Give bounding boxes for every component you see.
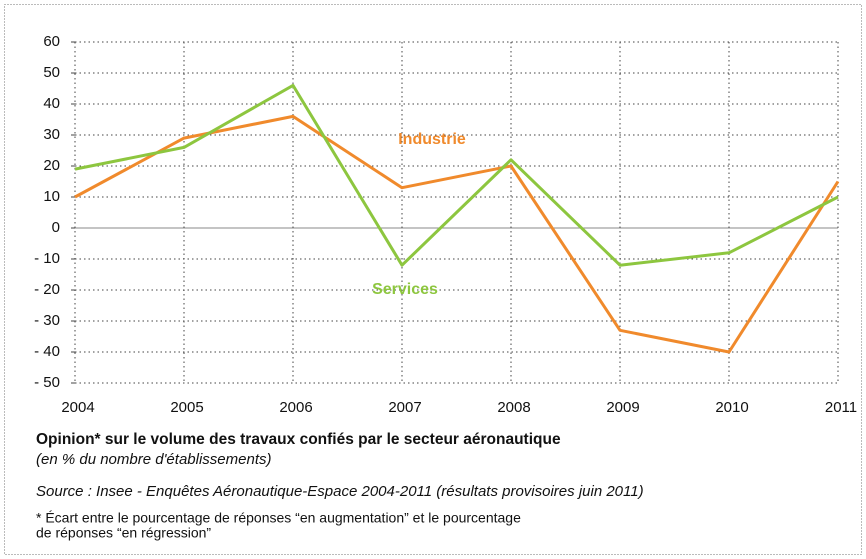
y-tick-label: - 40	[34, 343, 60, 360]
x-tick-label: 2011	[825, 399, 857, 416]
x-tick-label: 2007	[388, 399, 421, 416]
note: * Écart entre le pourcentage de réponses…	[36, 510, 521, 526]
y-tick-label: - 10	[34, 250, 60, 267]
x-tick-label: 2010	[715, 399, 748, 416]
y-tick-label: - 20	[34, 281, 60, 298]
x-tick-label: 2005	[170, 399, 203, 416]
series-label: Services	[372, 281, 438, 298]
series-label: Industrie	[398, 131, 466, 148]
frame	[4, 4, 862, 555]
y-tick-label: 40	[43, 95, 60, 112]
source: Source : Insee - Enquêtes Aéronautique-E…	[36, 483, 644, 500]
y-tick-label: 50	[43, 64, 60, 81]
x-tick-label: 2004	[61, 399, 94, 416]
chart-subtitle: (en % du nombre d'établissements)	[36, 451, 271, 468]
x-tick-label: 2006	[279, 399, 312, 416]
chart-title: Opinion* sur le volume des travaux confi…	[36, 431, 561, 448]
y-tick-label: 30	[43, 126, 60, 143]
y-tick-label: 10	[43, 188, 60, 205]
y-tick-label: - 30	[34, 312, 60, 329]
y-tick-label: 0	[52, 219, 60, 236]
y-tick-label: - 50	[34, 374, 60, 391]
note: de réponses “en régression”	[36, 525, 211, 541]
y-tick-label: 20	[43, 157, 60, 174]
y-tick-label: 60	[43, 33, 60, 50]
x-tick-label: 2008	[497, 399, 530, 416]
series-line	[74, 114, 840, 354]
series-line	[74, 83, 839, 267]
x-tick-label: 2009	[606, 399, 639, 416]
